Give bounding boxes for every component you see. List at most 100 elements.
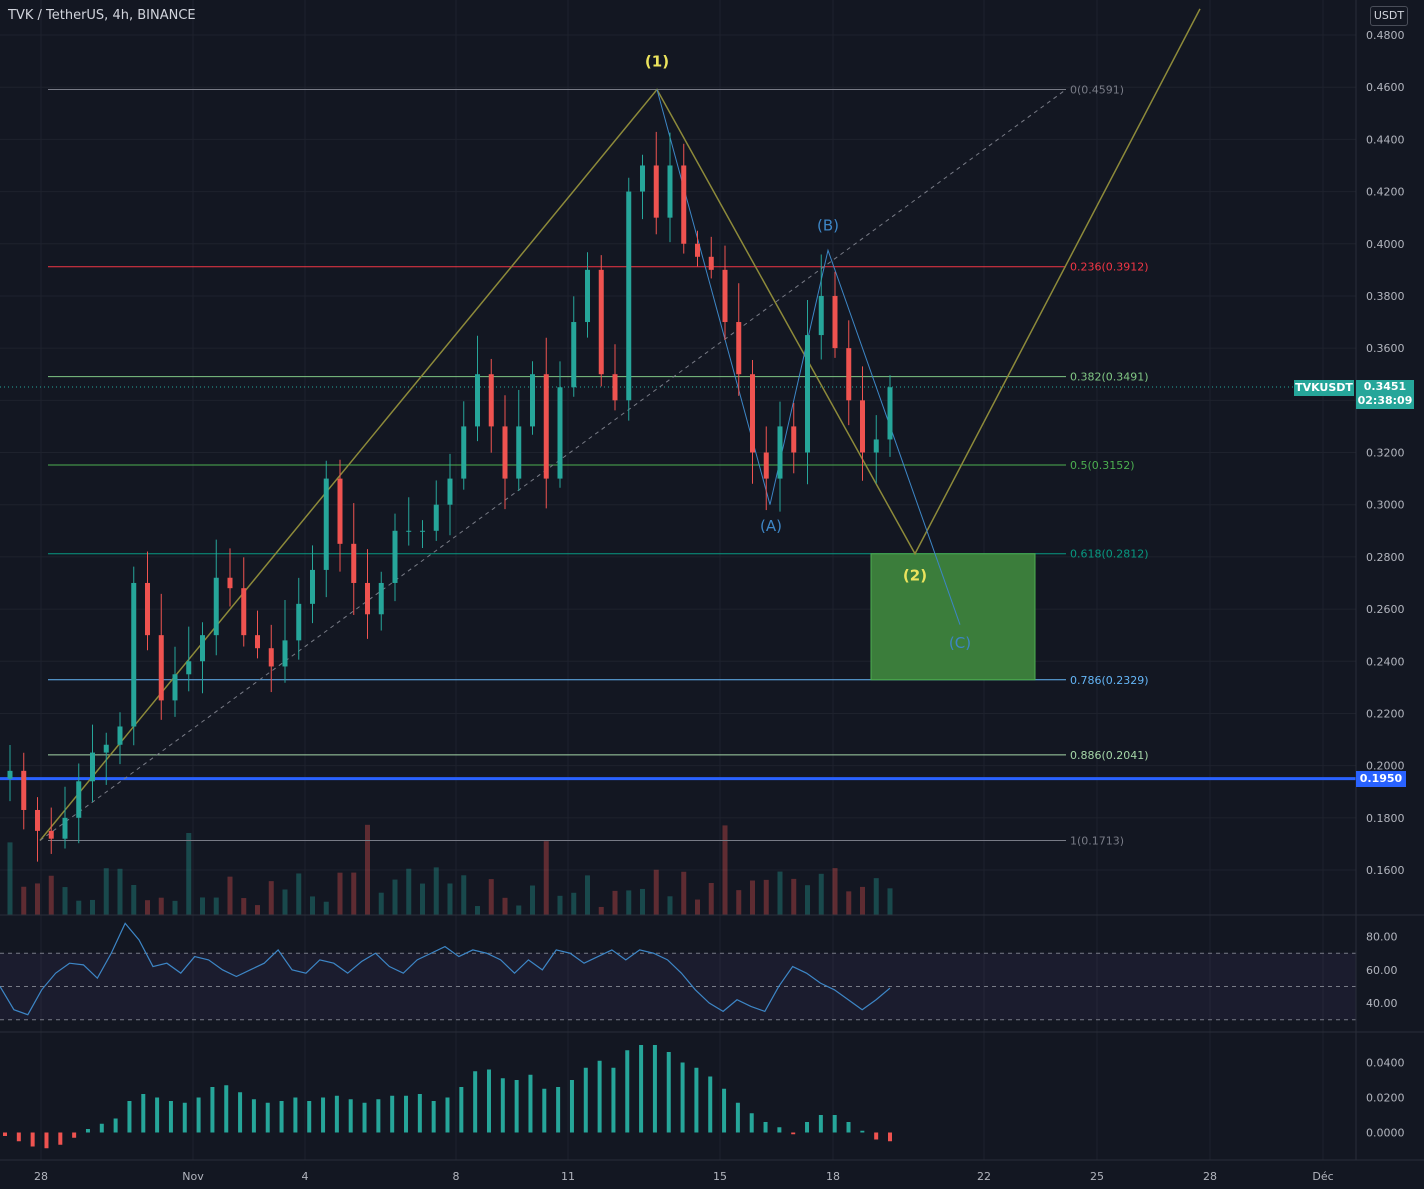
histogram-bar <box>127 1101 132 1133</box>
volume-bar <box>695 899 700 915</box>
histogram-bar <box>556 1087 561 1133</box>
candle-body <box>76 781 82 818</box>
volume-bar <box>406 868 412 915</box>
candle-body <box>213 577 219 636</box>
current-price: 0.3451 <box>1363 380 1407 393</box>
time-tick-label: 11 <box>561 1170 575 1183</box>
wave-label: (B) <box>817 217 839 235</box>
volume-bar <box>213 897 219 915</box>
volume-bar <box>7 842 13 915</box>
histogram-bar <box>459 1087 464 1133</box>
candle-body <box>337 478 343 544</box>
histogram-bar <box>888 1132 892 1142</box>
volume-bar <box>612 890 618 915</box>
volume-bar <box>420 883 425 915</box>
candle-body <box>612 374 618 401</box>
volume-bar <box>543 841 549 915</box>
histogram-bar <box>694 1067 699 1133</box>
candle-body <box>296 603 302 641</box>
volume-bar <box>241 898 247 915</box>
candle-body <box>392 530 398 583</box>
volume-bar <box>392 879 398 915</box>
volume-bar <box>818 873 824 915</box>
price-tick-label: 0.4200 <box>1366 186 1405 199</box>
candle-body <box>832 295 838 349</box>
price-tick-label: 0.2800 <box>1366 551 1405 564</box>
histogram-bar <box>141 1094 146 1133</box>
candle-body <box>571 322 577 388</box>
fib-level-label: 0.236(0.3912) <box>1070 261 1149 274</box>
volume-bar <box>76 900 82 915</box>
candle-body <box>640 165 645 192</box>
volume-bar <box>681 871 687 915</box>
volume-bar <box>626 890 632 915</box>
candle-body <box>145 582 150 636</box>
histogram-bar <box>708 1076 713 1133</box>
candle-body <box>530 374 535 427</box>
candle-body <box>543 374 549 479</box>
current-price-tag: 0.3451 02:38:09 <box>1356 380 1414 409</box>
candle-body <box>117 726 123 745</box>
histogram-bar <box>293 1097 298 1133</box>
price-tick-label: 0.4000 <box>1366 238 1405 251</box>
histogram-bar <box>404 1095 409 1133</box>
volume-bar <box>117 868 123 915</box>
volume-bar <box>323 901 329 915</box>
volume-bar <box>365 824 370 915</box>
volume-bar <box>227 876 233 915</box>
candle-body <box>21 770 27 810</box>
histogram-bar <box>321 1097 326 1133</box>
histogram-bar <box>583 1067 588 1133</box>
histogram-bar <box>417 1094 422 1133</box>
volume-bars <box>7 824 893 915</box>
volume-bar <box>805 885 810 915</box>
chart-title: TVK / TetherUS, 4h, BINANCE <box>8 8 196 23</box>
candle-body <box>255 635 260 649</box>
histogram-bar <box>210 1087 215 1133</box>
histogram-bar <box>182 1102 187 1133</box>
candle-body <box>103 744 109 753</box>
histogram-bar <box>846 1122 851 1133</box>
volume-bar <box>351 872 357 915</box>
fib-level-label: 0(0.4591) <box>1070 84 1124 97</box>
histogram-bar <box>334 1095 339 1133</box>
histogram-bar <box>749 1113 754 1133</box>
volume-bar <box>337 872 343 915</box>
currency-unit-button[interactable]: USDT <box>1370 6 1408 26</box>
price-tick-label: 0.2200 <box>1366 707 1405 720</box>
candle-body <box>805 335 810 453</box>
candle-body <box>777 426 783 479</box>
candle-body <box>48 830 54 839</box>
histogram-bar <box>85 1129 90 1133</box>
fib-level-label: 0.886(0.2041) <box>1070 749 1149 762</box>
histogram-bar <box>168 1101 173 1133</box>
volume-bar <box>172 900 178 915</box>
histogram-bar <box>680 1062 685 1133</box>
volume-bar <box>145 900 150 915</box>
candle-body <box>420 530 425 532</box>
candle-body <box>158 635 164 701</box>
volume-bar <box>791 878 797 915</box>
candle-body <box>736 322 742 375</box>
volume-bar <box>103 868 109 915</box>
volume-bar <box>667 896 673 915</box>
price-tick-label: 0.4600 <box>1366 81 1405 94</box>
histogram-bar <box>735 1102 740 1133</box>
time-tick-label: 18 <box>826 1170 840 1183</box>
price-tick-label: 0.4400 <box>1366 133 1405 146</box>
price-tick-label: 0.2000 <box>1366 760 1405 773</box>
volume-bar <box>131 884 137 915</box>
histogram-bar <box>251 1099 256 1133</box>
candle-body <box>846 348 852 401</box>
candle-body <box>7 770 13 779</box>
histogram-bar <box>569 1080 574 1133</box>
histogram-bar <box>44 1132 49 1149</box>
histogram-bar <box>791 1132 796 1135</box>
candle-body <box>310 569 315 604</box>
wave-lines: (1) (2) (A) (B) (C) <box>39 8 1201 841</box>
support-price-tag: 0.1950 <box>1356 771 1406 787</box>
price-tick-label: 0.2600 <box>1366 603 1405 616</box>
price-tick-label: 0.4800 <box>1366 29 1405 42</box>
time-axis: 28 Nov 4 8 11 15 18 22 25 28 Déc <box>0 914 1424 1183</box>
